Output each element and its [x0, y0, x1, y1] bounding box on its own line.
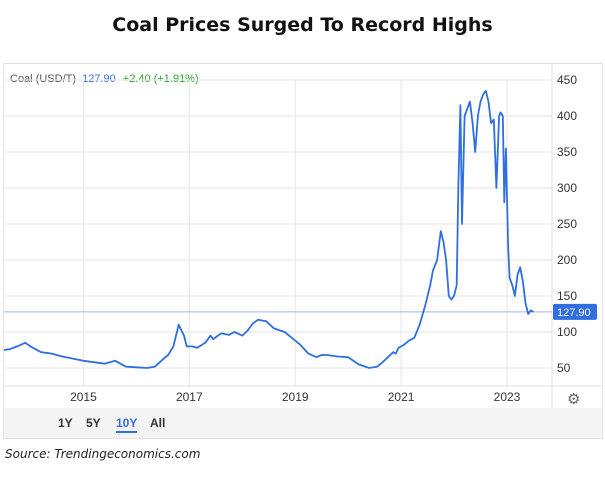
coal-price-line — [3, 89, 534, 369]
x-tick-label: 2015 — [70, 390, 97, 404]
range-selector: 1Y 5Y 10Y All — [4, 408, 602, 438]
x-axis-ticks: 2015 2017 2019 2021 2023 — [70, 390, 521, 404]
y-tick-label: 350 — [557, 145, 577, 159]
y-tick-label: 100 — [557, 325, 577, 339]
x-tick-label: 2017 — [176, 390, 203, 404]
range-1y-button[interactable]: 1Y — [58, 416, 73, 430]
last-price-tag — [553, 303, 597, 320]
y-tick-label: 250 — [557, 217, 577, 231]
x-tick-label: 2023 — [494, 390, 521, 404]
grid-lines — [4, 64, 602, 408]
quote-header: Coal (USD/T) 127.90 +2.40 (+1.91%) — [10, 73, 199, 85]
last-price-label: 127.90 — [557, 307, 591, 319]
range-5y-button[interactable]: 5Y — [86, 416, 101, 430]
y-tick-label: 150 — [557, 289, 577, 303]
settings-gear-icon[interactable]: ⚙ — [567, 391, 581, 408]
y-tick-label: 450 — [557, 73, 577, 87]
instrument-name: Coal (USD/T) — [10, 73, 77, 85]
y-tick-label: 200 — [557, 253, 577, 267]
range-10y-button[interactable]: 10Y — [116, 416, 138, 433]
y-tick-label: 300 — [557, 181, 577, 195]
y-tick-label: 50 — [557, 361, 571, 375]
price-change: +2.40 (+1.91%) — [122, 73, 199, 85]
x-tick-label: 2021 — [388, 390, 415, 404]
y-axis-ticks: 50 100 150 200 250 300 350 400 450 — [557, 73, 577, 375]
y-tick-label: 400 — [557, 109, 577, 123]
x-tick-label: 2019 — [282, 390, 309, 404]
range-all-button[interactable]: All — [150, 416, 166, 430]
source-note: Source: Trendingeconomics.com — [5, 447, 201, 461]
page-title: Coal Prices Surged To Record Highs — [112, 14, 493, 36]
current-price: 127.90 — [82, 73, 116, 85]
